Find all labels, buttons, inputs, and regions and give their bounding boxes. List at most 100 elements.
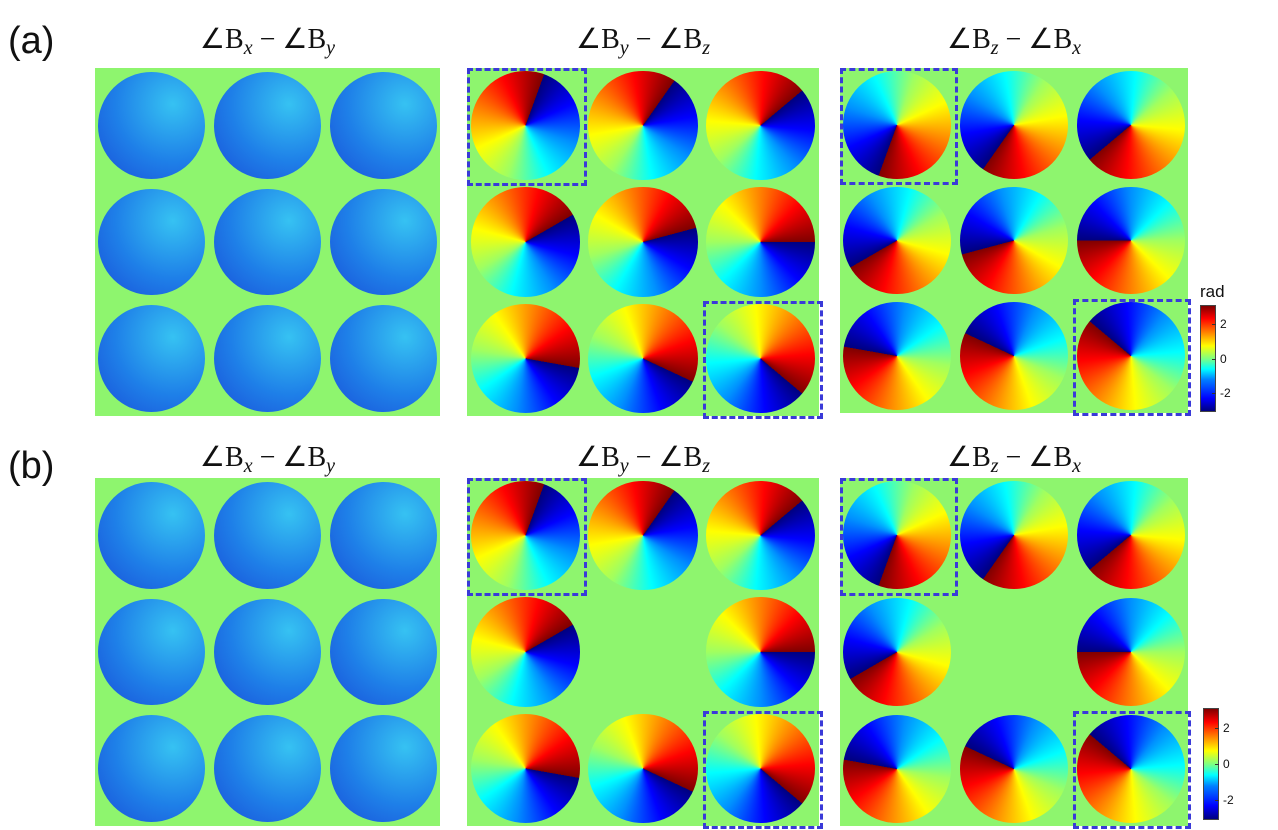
highlight-box [702, 711, 823, 830]
phase-circle [470, 70, 580, 180]
colorbar-title: rad [1200, 282, 1225, 301]
phase-circle [98, 188, 206, 296]
phase-circle [588, 187, 698, 297]
phase-circle [329, 715, 437, 823]
phase-circle [706, 187, 816, 297]
highlight-box [840, 478, 959, 597]
phase-circle [960, 302, 1068, 410]
phase-circle [1076, 302, 1185, 410]
phase-circle [588, 480, 698, 590]
subscript: x [1072, 455, 1082, 477]
title-text: ∠B [575, 24, 620, 55]
phase-circle [98, 715, 206, 823]
subplot-title: ∠Bz − ∠Bx [947, 22, 1081, 60]
phase-circle [98, 305, 206, 413]
colorbar-tick-label: 2 [1223, 721, 1230, 736]
phase-circle [1076, 714, 1185, 823]
phase-map [467, 68, 823, 420]
highlight-box [702, 301, 823, 420]
phase-circle [470, 597, 580, 707]
phase-map [95, 478, 440, 826]
subscript: z [990, 37, 999, 59]
panel-label: (b) [8, 445, 55, 487]
phase-circle [98, 481, 206, 589]
phase-circle [329, 481, 437, 589]
highlight-box [1073, 711, 1192, 830]
title-text: − ∠B [998, 442, 1073, 473]
subscript: y [326, 455, 336, 477]
colorbar-tick [1212, 358, 1216, 360]
phase-circle [1076, 598, 1185, 706]
phase-circle [843, 714, 952, 823]
phase-circle [329, 305, 437, 413]
phase-circle [588, 714, 698, 824]
colorbar-tick-label: 2 [1220, 317, 1227, 332]
phase-circle [843, 302, 952, 410]
highlight-box [467, 68, 587, 187]
subscript: z [990, 455, 999, 477]
phase-circle [706, 714, 816, 824]
highlight-box [467, 478, 587, 597]
phase-circle [1076, 186, 1185, 295]
phase-circle [214, 305, 321, 413]
phase-circle [843, 481, 952, 590]
colorbar-tick [1212, 324, 1216, 326]
title-text: ∠B [946, 24, 991, 55]
phase-circle [960, 70, 1068, 179]
subscript: z [702, 37, 711, 59]
phase-circle [843, 598, 952, 706]
title-text: ∠B [575, 442, 620, 473]
title-text: − ∠B [628, 442, 703, 473]
phase-circle [960, 714, 1068, 823]
phase-circle [98, 598, 206, 706]
phase-circle [960, 186, 1068, 295]
phase-circle [329, 188, 437, 296]
phase-circle [470, 714, 580, 824]
phase-circle [470, 480, 580, 590]
highlight-box [1073, 299, 1192, 417]
subplot-title: ∠Bx − ∠By [200, 440, 335, 478]
phase-circle [470, 187, 580, 297]
highlight-box [840, 68, 959, 186]
phase-map [467, 478, 823, 830]
phase-circle [843, 70, 952, 179]
phase-circle [706, 304, 816, 414]
colorbar-tick-label: 0 [1220, 351, 1227, 366]
phase-circle [214, 71, 321, 179]
title-text: − ∠B [998, 24, 1073, 55]
title-text: − ∠B [252, 442, 327, 473]
phase-circle [843, 186, 952, 295]
subplot-title: ∠By − ∠Bz [576, 440, 710, 478]
colorbar-tick-label: -2 [1223, 792, 1234, 807]
phase-circle [706, 70, 816, 180]
phase-circle [588, 304, 698, 414]
phase-map [95, 68, 440, 416]
panel-label: (a) [8, 20, 55, 62]
subscript: z [702, 455, 711, 477]
title-text: ∠B [199, 442, 244, 473]
phase-circle [214, 188, 321, 296]
colorbar-tick [1212, 392, 1216, 394]
phase-circle [214, 481, 321, 589]
title-text: − ∠B [252, 24, 327, 55]
phase-circle [588, 70, 698, 180]
phase-circle [214, 715, 321, 823]
title-text: ∠B [199, 24, 244, 55]
subscript: y [619, 37, 629, 59]
phase-circle [470, 304, 580, 414]
colorbar-tick [1215, 764, 1219, 765]
phase-circle [960, 481, 1068, 590]
subscript: x [243, 455, 253, 477]
title-text: − ∠B [628, 24, 703, 55]
phase-map [840, 68, 1192, 417]
subplot-title: ∠By − ∠Bz [576, 22, 710, 60]
subscript: y [619, 455, 629, 477]
phase-circle [706, 480, 816, 590]
colorbar-tick [1215, 799, 1219, 801]
colorbar-tick-label: 0 [1223, 757, 1230, 771]
phase-circle [214, 598, 321, 706]
phase-circle [1076, 481, 1185, 590]
subplot-title: ∠Bz − ∠Bx [947, 440, 1081, 478]
subscript: y [326, 37, 336, 59]
